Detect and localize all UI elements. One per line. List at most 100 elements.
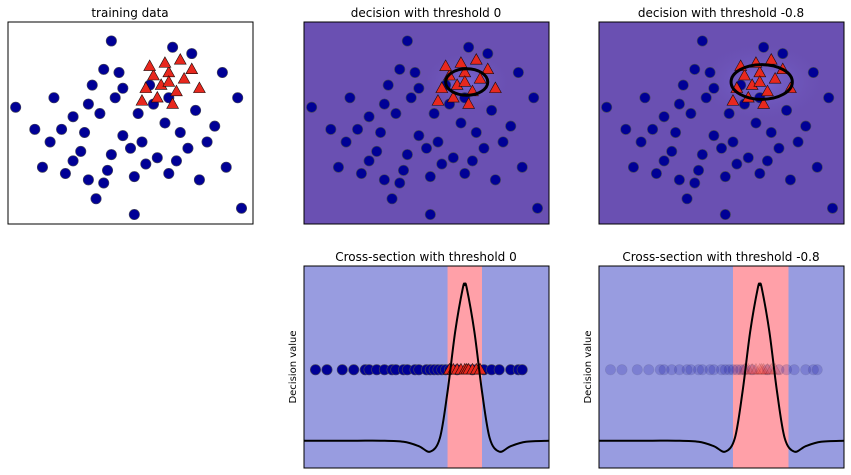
class0-point xyxy=(727,136,739,148)
class1-point xyxy=(177,71,191,84)
class1-point xyxy=(185,62,199,74)
class0-point xyxy=(754,168,766,180)
scatter-cross0 xyxy=(309,362,528,376)
class1-point xyxy=(454,56,468,68)
decision-curve-cross08 xyxy=(599,282,844,453)
class0-point xyxy=(532,202,544,214)
class0-point xyxy=(685,108,697,120)
class0-point xyxy=(382,79,394,91)
class1-point xyxy=(738,68,751,81)
class0-point xyxy=(677,79,689,91)
class0-point xyxy=(639,92,651,104)
class0-point xyxy=(170,155,182,167)
class1-point xyxy=(150,90,164,103)
class0-point xyxy=(658,111,670,123)
class0-point xyxy=(673,98,685,110)
class0-point xyxy=(325,123,337,135)
class0-point xyxy=(459,168,471,180)
class1-point xyxy=(135,94,149,106)
class0-point xyxy=(685,364,697,376)
decision-curve-cross0 xyxy=(304,282,549,453)
class0-point xyxy=(94,108,106,120)
class0-point xyxy=(715,364,727,376)
class1-point xyxy=(431,94,445,106)
class0-point xyxy=(700,92,712,104)
class0-point xyxy=(673,364,685,376)
class0-point xyxy=(493,364,505,376)
class0-point xyxy=(336,364,348,376)
class1-point xyxy=(193,81,206,93)
class0-point xyxy=(689,177,701,189)
class1-point xyxy=(761,362,774,375)
class0-point xyxy=(647,123,659,135)
class1-point xyxy=(173,53,187,65)
class0-point xyxy=(693,364,705,376)
class0-point xyxy=(708,82,720,94)
class0-point xyxy=(174,126,186,138)
class0-point xyxy=(516,161,528,173)
class1-point xyxy=(170,84,183,97)
class1-point xyxy=(462,97,476,109)
title-cross0: Cross-section with threshold 0 xyxy=(335,250,517,264)
class0-point xyxy=(670,126,682,138)
class0-point xyxy=(620,123,632,135)
class1-point xyxy=(745,362,759,375)
class1-point xyxy=(753,75,767,87)
title-training: training data xyxy=(91,6,168,20)
class0-point xyxy=(708,364,720,376)
class0-point xyxy=(352,123,364,135)
class0-point xyxy=(371,145,383,157)
class0-point xyxy=(394,63,406,75)
class0-point xyxy=(48,92,60,104)
class0-point xyxy=(401,149,413,161)
title-thr08: decision with threshold -0.8 xyxy=(638,6,804,20)
positive-band-cross08 xyxy=(732,266,789,468)
class0-point xyxy=(128,209,140,221)
class0-point xyxy=(394,177,406,189)
scatter-cross08 xyxy=(604,362,823,376)
class0-point xyxy=(59,168,71,180)
positive-region-band xyxy=(732,266,789,468)
class0-point xyxy=(800,120,812,132)
decision-boundary-contour xyxy=(729,63,794,101)
class0-point xyxy=(432,136,444,148)
class1-point xyxy=(469,53,483,65)
class0-point xyxy=(386,193,398,205)
class1-point xyxy=(757,362,771,375)
class0-point xyxy=(658,155,670,167)
class1-point xyxy=(458,75,472,87)
class0-point xyxy=(658,364,670,376)
decision-boundary-thr08 xyxy=(729,63,794,101)
class1-point xyxy=(481,62,495,74)
axes-frame-cross0 xyxy=(303,265,550,469)
panel-thr08: decision with threshold -0.8 xyxy=(598,6,845,225)
class0-point xyxy=(201,136,213,148)
class0-point xyxy=(497,136,509,148)
class0-point xyxy=(827,202,839,214)
class0-point xyxy=(696,35,708,47)
class1-point xyxy=(439,59,453,71)
class0-point xyxy=(784,174,796,186)
class0-point xyxy=(390,108,402,120)
class0-point xyxy=(128,171,140,183)
class0-point xyxy=(761,364,773,376)
panel-training: training data xyxy=(7,6,254,225)
class0-point xyxy=(348,364,360,376)
class0-point xyxy=(401,35,413,47)
class0-point xyxy=(363,111,375,123)
class0-point xyxy=(355,168,367,180)
class0-point xyxy=(193,174,205,186)
class0-point xyxy=(36,161,48,173)
class0-point xyxy=(378,174,390,186)
class0-point xyxy=(505,120,517,132)
class0-point xyxy=(516,364,528,376)
class0-point xyxy=(777,48,789,60)
ylabel-cross08: Decision value xyxy=(583,330,594,403)
panel-thr0: decision with threshold 0 xyxy=(303,6,550,225)
class0-point xyxy=(489,174,501,186)
class0-point xyxy=(746,364,758,376)
class0-point xyxy=(528,92,540,104)
class1-point xyxy=(435,81,449,93)
class0-point xyxy=(773,142,785,154)
